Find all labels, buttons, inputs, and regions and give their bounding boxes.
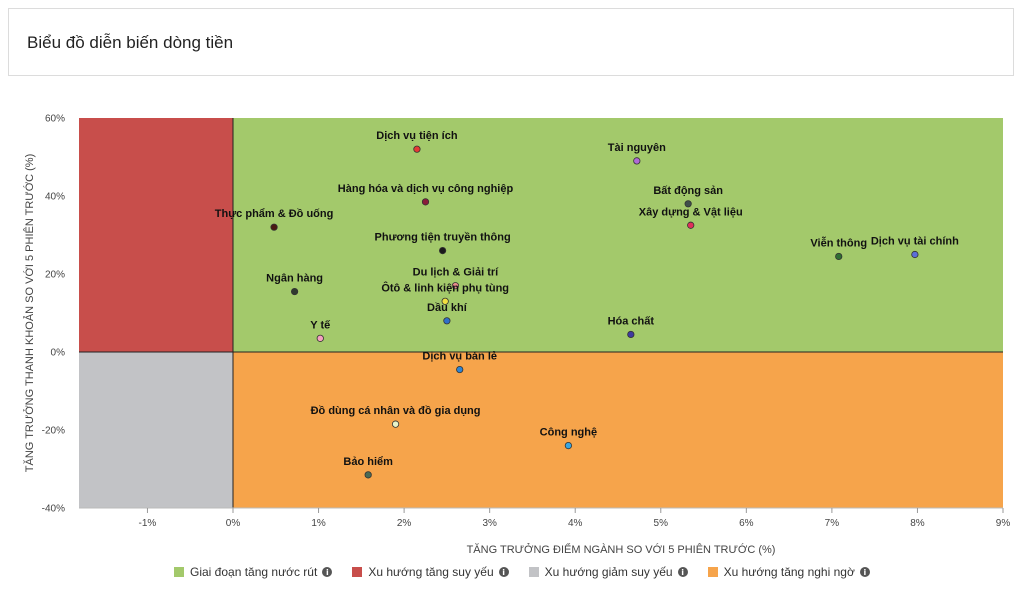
y-tick-label: -20%	[42, 426, 65, 437]
data-point-label: Xây dựng & Vật liệu	[639, 206, 743, 218]
y-axis-title: TĂNG TRƯỞNG THANH KHOẢN SO VỚI 5 PHIÊN T…	[23, 154, 36, 472]
legend-swatch	[174, 567, 184, 577]
legend-label: Xu hướng tăng suy yếu	[368, 565, 494, 579]
legend-item-quadrant-2[interactable]: Xu hướng tăng suy yếu i	[352, 565, 509, 579]
legend-item-quadrant-4[interactable]: Xu hướng tăng nghi ngờ i	[707, 565, 870, 579]
x-tick-label: 0%	[226, 518, 241, 529]
data-point	[439, 247, 447, 255]
data-point	[627, 330, 635, 339]
info-icon[interactable]: i	[322, 567, 333, 577]
data-point-label: Viễn thông	[810, 236, 867, 249]
y-tick-label: 60%	[45, 114, 65, 125]
info-icon[interactable]: i	[859, 567, 870, 577]
x-tick-label: -1%	[139, 518, 157, 529]
data-point	[564, 441, 572, 450]
data-point-label: Ngân hàng	[266, 273, 323, 285]
legend-label: Giai đoạn tăng nước rút	[190, 565, 318, 579]
legend-swatch	[352, 567, 363, 577]
x-tick-label: 9%	[996, 518, 1011, 529]
data-point	[364, 471, 372, 479]
data-point-label: Dịch vụ bán lẻ	[422, 351, 497, 363]
data-point	[633, 157, 641, 165]
info-icon[interactable]: i	[677, 567, 688, 577]
legend-item-quadrant-3[interactable]: Xu hướng giảm suy yếu i	[528, 565, 688, 579]
y-tick-label: 40%	[45, 192, 65, 203]
quadrant-weakening-up	[79, 118, 233, 352]
data-point	[911, 250, 919, 259]
data-point-label: Y tế	[310, 319, 331, 331]
legend-label: Xu hướng tăng nghi ngờ	[723, 565, 855, 579]
x-axis-title: TĂNG TRƯỞNG ĐIỂM NGÀNH SO VỚI 5 PHIÊN TR…	[467, 543, 776, 556]
y-tick-label: -40%	[42, 504, 65, 515]
x-tick-label: 8%	[910, 518, 925, 529]
chart-card-header: Biểu đồ diễn biến dòng tiền	[8, 8, 1014, 76]
info-icon[interactable]: i	[498, 567, 509, 577]
data-point-label: Tài nguyên	[608, 142, 666, 154]
data-point	[290, 287, 299, 296]
y-tick-label: 20%	[45, 270, 65, 281]
data-point	[684, 200, 692, 208]
data-point	[451, 282, 460, 290]
x-tick-label: 2%	[397, 518, 412, 529]
data-point-label: Dịch vụ tiện ích	[376, 130, 458, 142]
data-point	[687, 221, 695, 229]
data-point	[441, 297, 449, 305]
data-point-label: Bất động sản	[653, 185, 723, 197]
quadrant-weakening-down	[79, 352, 233, 508]
x-tick-label: 5%	[654, 518, 669, 529]
quadrant-doubtful	[233, 352, 1003, 508]
data-point-label: Du lịch & Giải trí	[413, 267, 500, 279]
data-point-label: Phương tiện truyền thông	[375, 232, 511, 244]
data-point-label: Thực phẩm & Đồ uống	[215, 208, 334, 220]
quadrant-growth	[233, 118, 1003, 352]
data-point	[413, 145, 421, 153]
x-tick-label: 7%	[825, 518, 840, 529]
data-point-label: Dịch vụ tài chính	[871, 236, 959, 248]
chart-legend: Giai đoạn tăng nước rút i Xu hướng tăng …	[174, 565, 890, 579]
legend-label: Xu hướng giảm suy yếu	[544, 565, 673, 579]
data-point-label: Hàng hóa và dịch vụ công nghiệp	[338, 183, 514, 195]
x-tick-label: 4%	[568, 518, 583, 529]
legend-swatch	[528, 567, 539, 577]
data-point-label: Công nghệ	[540, 427, 597, 439]
data-point	[835, 252, 843, 261]
data-point	[443, 317, 451, 325]
data-point-label: Ôtô & linh kiện phụ tùng	[381, 281, 509, 294]
data-point-label: Đồ dùng cá nhân và đồ gia dụng	[311, 405, 481, 417]
data-point-label: Dầu khí	[427, 302, 468, 314]
data-point-label: Hóa chất	[608, 315, 655, 327]
x-tick-label: 1%	[311, 518, 326, 529]
data-point	[270, 223, 278, 231]
data-point	[421, 198, 430, 206]
data-point	[391, 420, 400, 428]
page-title: Biểu đồ diễn biến dòng tiền	[27, 33, 234, 52]
legend-item-quadrant-1[interactable]: Giai đoạn tăng nước rút i	[174, 565, 333, 579]
x-tick-label: 3%	[482, 518, 497, 529]
y-tick-label: 0%	[51, 348, 66, 359]
data-point	[316, 334, 324, 342]
x-tick-label: 6%	[739, 518, 754, 529]
legend-swatch	[707, 567, 718, 577]
data-point-label: Bảo hiểm	[343, 456, 393, 468]
data-point	[456, 365, 464, 374]
